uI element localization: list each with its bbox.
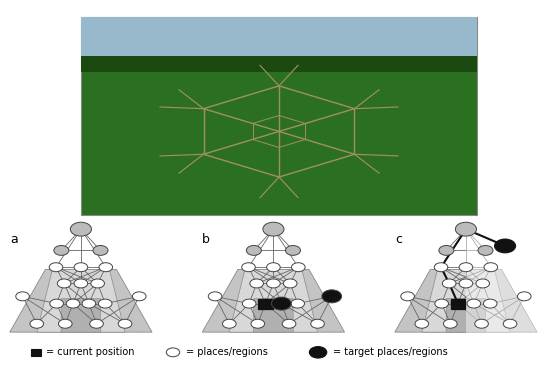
Circle shape (49, 263, 63, 272)
Text: = places/regions: = places/regions (186, 347, 268, 357)
Circle shape (30, 319, 44, 328)
Circle shape (415, 319, 429, 328)
Polygon shape (446, 299, 486, 332)
Circle shape (98, 299, 112, 308)
Polygon shape (202, 269, 344, 332)
Circle shape (291, 263, 305, 272)
Circle shape (286, 246, 300, 255)
Circle shape (517, 292, 531, 301)
Bar (81, 17, 477, 56)
Circle shape (434, 263, 448, 272)
Bar (81, 17, 477, 215)
Polygon shape (9, 269, 152, 332)
Circle shape (455, 222, 477, 236)
Circle shape (99, 263, 113, 272)
Circle shape (251, 319, 264, 328)
Circle shape (82, 299, 95, 308)
Circle shape (451, 299, 465, 308)
Circle shape (267, 263, 280, 272)
Circle shape (475, 319, 488, 328)
Circle shape (478, 246, 493, 255)
Circle shape (242, 263, 256, 272)
Circle shape (223, 319, 236, 328)
Circle shape (93, 246, 108, 255)
Bar (81, 56, 477, 72)
Circle shape (208, 292, 222, 301)
Polygon shape (229, 269, 318, 332)
Circle shape (54, 246, 69, 255)
Circle shape (291, 299, 305, 308)
Circle shape (91, 279, 104, 288)
Circle shape (435, 299, 449, 308)
Text: b: b (202, 233, 210, 246)
Circle shape (263, 222, 284, 236)
Circle shape (57, 279, 71, 288)
Circle shape (16, 292, 30, 301)
Circle shape (242, 299, 256, 308)
Circle shape (247, 246, 261, 255)
Circle shape (166, 348, 180, 357)
Circle shape (494, 239, 516, 253)
Polygon shape (253, 299, 294, 332)
Circle shape (309, 346, 327, 358)
Circle shape (325, 292, 339, 301)
Circle shape (439, 246, 454, 255)
Text: = current position: = current position (46, 347, 135, 357)
Circle shape (459, 263, 473, 272)
Text: c: c (395, 233, 402, 246)
Bar (258, 299, 273, 309)
Circle shape (50, 299, 64, 308)
Bar (31, 349, 41, 356)
Polygon shape (422, 269, 510, 332)
Circle shape (59, 319, 72, 328)
Circle shape (272, 297, 291, 310)
Text: a: a (9, 233, 17, 246)
Circle shape (66, 299, 80, 308)
Circle shape (118, 319, 132, 328)
Circle shape (74, 263, 88, 272)
Polygon shape (395, 269, 537, 332)
Circle shape (483, 299, 497, 308)
Circle shape (401, 292, 415, 301)
Circle shape (283, 279, 297, 288)
Circle shape (259, 299, 272, 308)
Circle shape (74, 279, 88, 288)
Circle shape (476, 279, 489, 288)
Circle shape (267, 279, 280, 288)
Circle shape (90, 319, 103, 328)
Text: = target places/regions: = target places/regions (334, 347, 448, 357)
Circle shape (132, 292, 146, 301)
Circle shape (250, 279, 263, 288)
Circle shape (467, 299, 480, 308)
Circle shape (459, 279, 473, 288)
Bar (466, 217, 558, 336)
Circle shape (503, 319, 517, 328)
Circle shape (322, 290, 341, 303)
Circle shape (442, 279, 456, 288)
Bar (450, 299, 465, 309)
Polygon shape (37, 269, 125, 332)
Circle shape (311, 319, 324, 328)
Circle shape (282, 319, 296, 328)
Circle shape (484, 263, 498, 272)
Circle shape (444, 319, 457, 328)
Circle shape (70, 222, 92, 236)
Polygon shape (61, 299, 101, 332)
Circle shape (275, 299, 288, 308)
